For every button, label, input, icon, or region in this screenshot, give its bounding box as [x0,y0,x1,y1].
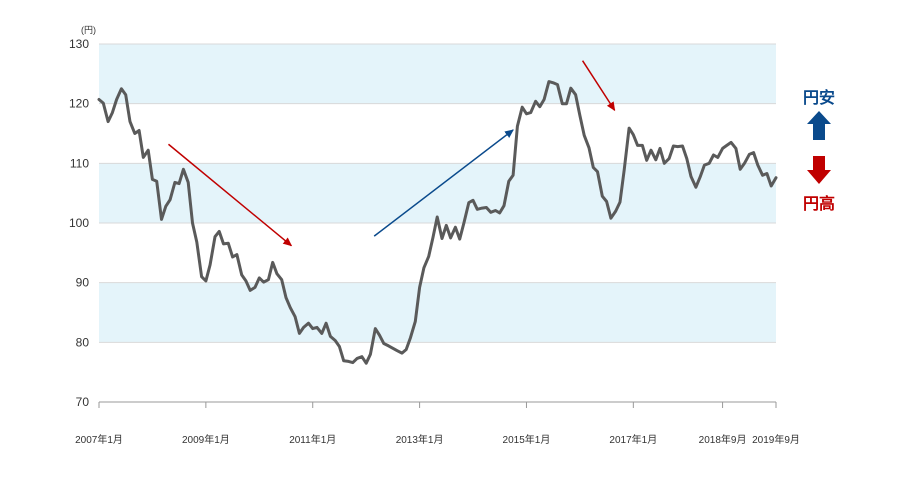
trend-arrow [581,60,616,112]
trend-arrow [167,143,293,247]
band-80-90 [99,282,776,343]
y-tick-label: 80 [76,335,90,349]
arrow-down-icon [807,156,831,184]
legend: 円安 円高 [803,88,835,213]
y-tick-label: 110 [70,156,89,170]
x-tick-label: 2009年1月 [182,433,230,446]
x-axis: 2007年1月 2009年1月 2011年1月 2013年1月 2015年1月 2017年… [75,401,800,446]
series-group [97,80,778,365]
y-unit-label: (円) [81,25,96,35]
band-100-110 [99,163,776,223]
y-tick-label: 70 [76,395,90,409]
trend-arrow [373,129,514,237]
x-tick-label: 2017年1月 [609,433,657,446]
legend-down-label: 円高 [803,194,835,213]
x-tick-label: 2018年9月 [699,433,747,446]
x-tick-label: 2013年1月 [396,433,444,446]
trend-arrows [167,60,616,247]
gridlines [99,43,776,403]
y-tick-label: 130 [69,37,89,51]
arrow-up-icon [807,111,831,140]
y-tick-label: 120 [69,97,89,111]
x-tick-label: 2019年9月 [752,433,800,446]
background-bands [99,44,776,343]
x-tick-label: 2011年1月 [289,433,336,446]
y-tick-label: 90 [76,276,90,290]
y-axis: 70 80 90 100 110 120 130 [69,37,89,409]
x-tick-label: 2007年1月 [75,433,123,446]
x-tick-label: 2015年1月 [503,433,551,446]
legend-up-label: 円安 [803,88,835,107]
y-tick-label: 100 [69,216,89,230]
series-line [97,80,778,365]
band-120-130 [99,44,776,104]
